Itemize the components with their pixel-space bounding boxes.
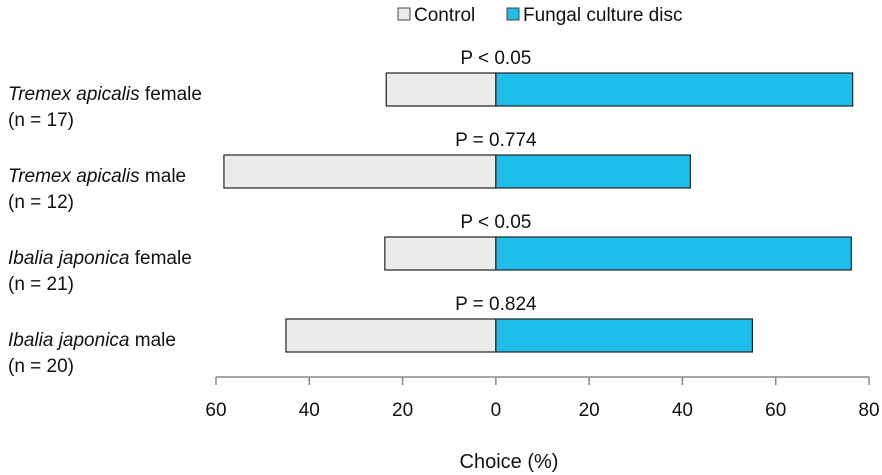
- bar-fungal: [495, 236, 852, 271]
- p-value-label: P = 0.774: [455, 130, 537, 151]
- category-label: Tremex apicalis male: [8, 166, 186, 187]
- category-label: Ibalia japonica female: [8, 248, 192, 269]
- p-value-label: P < 0.05: [460, 212, 531, 233]
- bar-control: [285, 318, 497, 353]
- sex-label: female: [140, 84, 202, 105]
- sex-label: female: [129, 248, 191, 269]
- bar-control: [223, 154, 497, 189]
- legend-label: Control: [414, 5, 475, 26]
- x-tick-label: 40: [672, 400, 693, 421]
- bar-control: [384, 236, 497, 271]
- category-labels: Tremex apicalis female (n = 17) Tremex api…: [8, 84, 202, 377]
- sample-size-label: (n = 12): [8, 192, 74, 213]
- bar-control: [385, 72, 497, 107]
- x-axis-label: Choice (%): [460, 451, 559, 473]
- species-name: Tremex apicalis: [8, 84, 140, 105]
- p-value-label: P < 0.05: [460, 48, 531, 69]
- x-tick-label: 20: [579, 400, 600, 421]
- legend-swatch: [506, 7, 520, 21]
- sample-size-label: (n = 21): [8, 274, 74, 295]
- x-tick-label: 60: [765, 400, 786, 421]
- sex-label: male: [129, 330, 175, 351]
- legend-label: Fungal culture disc: [523, 5, 682, 26]
- legend: Control Fungal culture disc: [397, 5, 682, 26]
- x-axis: 60 40 20 0 20 40 60 80: [205, 376, 880, 421]
- x-tick-label: 60: [205, 400, 226, 421]
- sample-size-label: (n = 20): [8, 356, 74, 377]
- sex-label: male: [140, 166, 186, 187]
- x-tick-label: 40: [299, 400, 320, 421]
- category-label: Ibalia japonica male: [8, 330, 176, 351]
- species-name: Ibalia japonica: [8, 330, 129, 351]
- sample-size-label: (n = 17): [8, 110, 74, 131]
- x-tick-label: 0: [491, 400, 502, 421]
- bar-fungal: [495, 318, 753, 353]
- bars: P < 0.05 P = 0.774 P < 0.05 P = 0.824: [223, 48, 854, 353]
- bar-fungal: [495, 154, 691, 189]
- category-label: Tremex apicalis female: [8, 84, 202, 105]
- legend-swatch: [397, 7, 411, 21]
- species-name: Tremex apicalis: [8, 166, 140, 187]
- species-name: Ibalia japonica: [8, 248, 129, 269]
- p-value-label: P = 0.824: [455, 294, 537, 315]
- x-tick-label: 80: [858, 400, 879, 421]
- bar-fungal: [495, 72, 854, 107]
- x-tick-label: 20: [392, 400, 413, 421]
